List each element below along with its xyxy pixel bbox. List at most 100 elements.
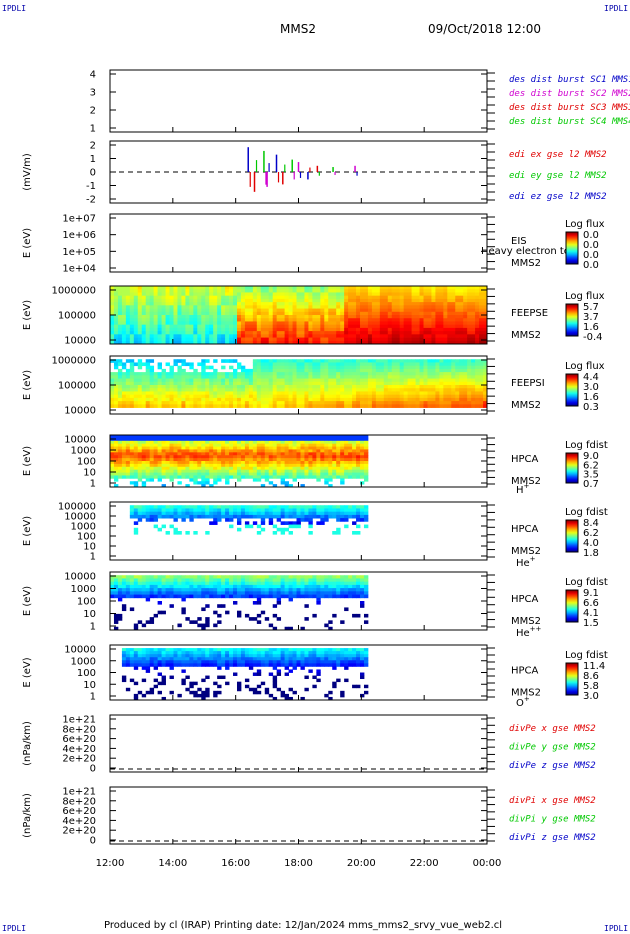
heatmap-cell bbox=[189, 594, 194, 599]
heatmap-cell bbox=[391, 359, 397, 363]
heatmap-cell bbox=[233, 463, 238, 468]
heatmap-cell bbox=[117, 401, 123, 405]
heatmap-cell bbox=[288, 388, 293, 392]
heatmap-cell bbox=[161, 305, 166, 309]
heatmap-cell bbox=[201, 315, 206, 319]
heatmap-cell bbox=[447, 391, 452, 396]
heatmap-cell bbox=[110, 584, 115, 589]
heatmap-cell bbox=[193, 324, 198, 329]
heatmap-cell bbox=[209, 511, 214, 516]
heatmap-cell bbox=[197, 295, 202, 300]
heatmap-cell bbox=[463, 394, 468, 399]
heatmap-cell bbox=[312, 334, 317, 338]
heatmap-cell bbox=[137, 397, 143, 402]
heatmap-cell bbox=[475, 372, 480, 376]
heatmap-cell bbox=[181, 578, 186, 583]
heatmap-cell bbox=[252, 381, 258, 386]
heatmap-cell bbox=[161, 315, 166, 319]
heatmap-cell bbox=[110, 588, 115, 592]
heatmap-cell bbox=[149, 292, 155, 297]
heatmap-cell bbox=[324, 514, 329, 519]
heatmap-cell bbox=[240, 475, 246, 479]
heatmap-cell bbox=[383, 397, 389, 402]
heatmap-cell bbox=[348, 514, 353, 519]
heatmap-cell bbox=[312, 295, 317, 300]
heatmap-cell bbox=[356, 302, 361, 306]
heatmap-cell bbox=[455, 362, 460, 367]
heatmap-cell bbox=[459, 340, 464, 345]
heatmap-cell bbox=[229, 327, 234, 332]
heatmap-cell bbox=[165, 321, 170, 326]
heatmap-cell bbox=[435, 365, 440, 370]
heatmap-cell bbox=[483, 385, 488, 389]
heatmap-cell bbox=[209, 455, 214, 459]
heatmap-cell bbox=[328, 375, 333, 379]
heatmap-cell bbox=[221, 311, 226, 316]
heatmap-cell bbox=[340, 435, 345, 439]
heatmap-cell bbox=[209, 324, 214, 329]
heatmap-cell bbox=[280, 385, 286, 389]
heatmap-cell bbox=[161, 461, 166, 465]
heatmap-cell bbox=[197, 449, 202, 453]
heatmap-cell bbox=[205, 292, 210, 297]
heatmap-cell bbox=[256, 394, 262, 399]
y-tick-label: 1000000 bbox=[51, 356, 96, 367]
heatmap-cell bbox=[344, 446, 349, 450]
heatmap-cell bbox=[435, 286, 440, 290]
heatmap-cell bbox=[149, 302, 155, 306]
heatmap-cell bbox=[463, 321, 468, 326]
heatmap-cell bbox=[423, 315, 428, 319]
heatmap-cell bbox=[145, 505, 151, 509]
heatmap-cell bbox=[383, 372, 389, 376]
heatmap-cell bbox=[209, 289, 214, 293]
heatmap-cell bbox=[189, 391, 194, 396]
heatmap-cell bbox=[375, 388, 381, 392]
heatmap-cell bbox=[288, 311, 293, 316]
heatmap-cell bbox=[145, 588, 151, 592]
heatmap-cell bbox=[316, 446, 321, 450]
heatmap-cell bbox=[161, 591, 166, 595]
heatmap-cell bbox=[312, 286, 317, 290]
heatmap-cell bbox=[133, 449, 139, 453]
heatmap-cell bbox=[348, 446, 353, 450]
heatmap-cell bbox=[149, 620, 155, 624]
heatmap-cell bbox=[260, 305, 266, 309]
heatmap-cell bbox=[157, 394, 162, 399]
heatmap-cell bbox=[371, 292, 377, 297]
heatmap-cell bbox=[407, 378, 412, 383]
heatmap-cell bbox=[451, 337, 456, 342]
heatmap-cell bbox=[292, 511, 297, 516]
heatmap-cell bbox=[252, 391, 258, 396]
heatmap-cell bbox=[201, 449, 206, 453]
heatmap-cell bbox=[205, 365, 210, 370]
heatmap-cell bbox=[201, 591, 206, 595]
heatmap-cell bbox=[213, 375, 218, 379]
heatmap-cell bbox=[268, 381, 274, 386]
heatmap-cell bbox=[260, 331, 266, 335]
heatmap-cell bbox=[153, 286, 159, 290]
heatmap-cell bbox=[439, 321, 444, 326]
heatmap-cell bbox=[300, 472, 305, 476]
heatmap-cell bbox=[248, 514, 254, 519]
heatmap-cell bbox=[181, 505, 186, 509]
heatmap-cell bbox=[185, 511, 190, 516]
heatmap-cell bbox=[268, 340, 274, 345]
y-tick-label: 10000 bbox=[64, 512, 96, 523]
heatmap-cell bbox=[244, 472, 250, 476]
heatmap-cell bbox=[177, 435, 182, 439]
heatmap-cell bbox=[141, 449, 147, 453]
heatmap-cell bbox=[280, 531, 286, 535]
heatmap-cell bbox=[189, 388, 194, 392]
heatmap-cell bbox=[117, 295, 123, 300]
heatmap-cell bbox=[467, 372, 472, 376]
heatmap-cell bbox=[217, 385, 222, 389]
heatmap-cell bbox=[169, 437, 174, 442]
heatmap-cell bbox=[332, 289, 337, 293]
heatmap-cell bbox=[117, 315, 123, 319]
heatmap-cell bbox=[110, 443, 115, 447]
heatmap-cell bbox=[185, 449, 190, 453]
heatmap-cell bbox=[173, 472, 178, 476]
heatmap-cell bbox=[288, 461, 293, 465]
heatmap-cells bbox=[110, 286, 488, 345]
heatmap-cell bbox=[415, 321, 420, 326]
